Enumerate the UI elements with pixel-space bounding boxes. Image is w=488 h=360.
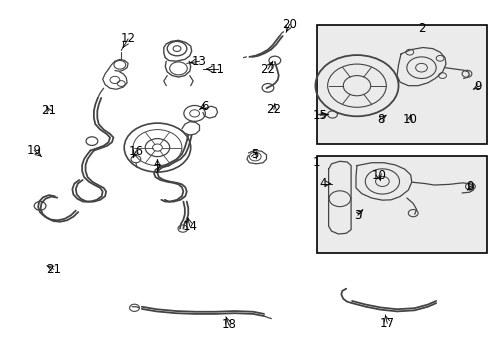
Text: 10: 10 <box>402 113 416 126</box>
Text: 9: 9 <box>466 180 473 193</box>
Text: 12: 12 <box>121 32 135 45</box>
Text: 11: 11 <box>210 63 224 76</box>
Text: 22: 22 <box>260 63 275 76</box>
Text: 1: 1 <box>312 156 320 169</box>
Text: 7: 7 <box>153 163 161 176</box>
Bar <box>316 25 486 144</box>
Text: 9: 9 <box>473 80 481 93</box>
Text: 14: 14 <box>182 220 197 233</box>
Text: 21: 21 <box>46 263 61 276</box>
Text: 3: 3 <box>353 209 361 222</box>
Text: 13: 13 <box>192 55 206 68</box>
Text: 18: 18 <box>221 318 236 331</box>
Text: 15: 15 <box>312 109 327 122</box>
Text: 10: 10 <box>371 169 386 182</box>
Text: 8: 8 <box>376 113 384 126</box>
Bar <box>316 156 486 253</box>
Text: 6: 6 <box>200 100 208 113</box>
Text: 21: 21 <box>41 104 56 117</box>
Text: 19: 19 <box>27 144 41 157</box>
Text: 2: 2 <box>417 22 425 35</box>
Text: 22: 22 <box>266 103 281 116</box>
Text: 17: 17 <box>379 317 394 330</box>
Text: 5: 5 <box>251 148 259 161</box>
Text: 4: 4 <box>318 177 326 190</box>
Text: 16: 16 <box>128 145 143 158</box>
Text: 20: 20 <box>282 18 296 31</box>
